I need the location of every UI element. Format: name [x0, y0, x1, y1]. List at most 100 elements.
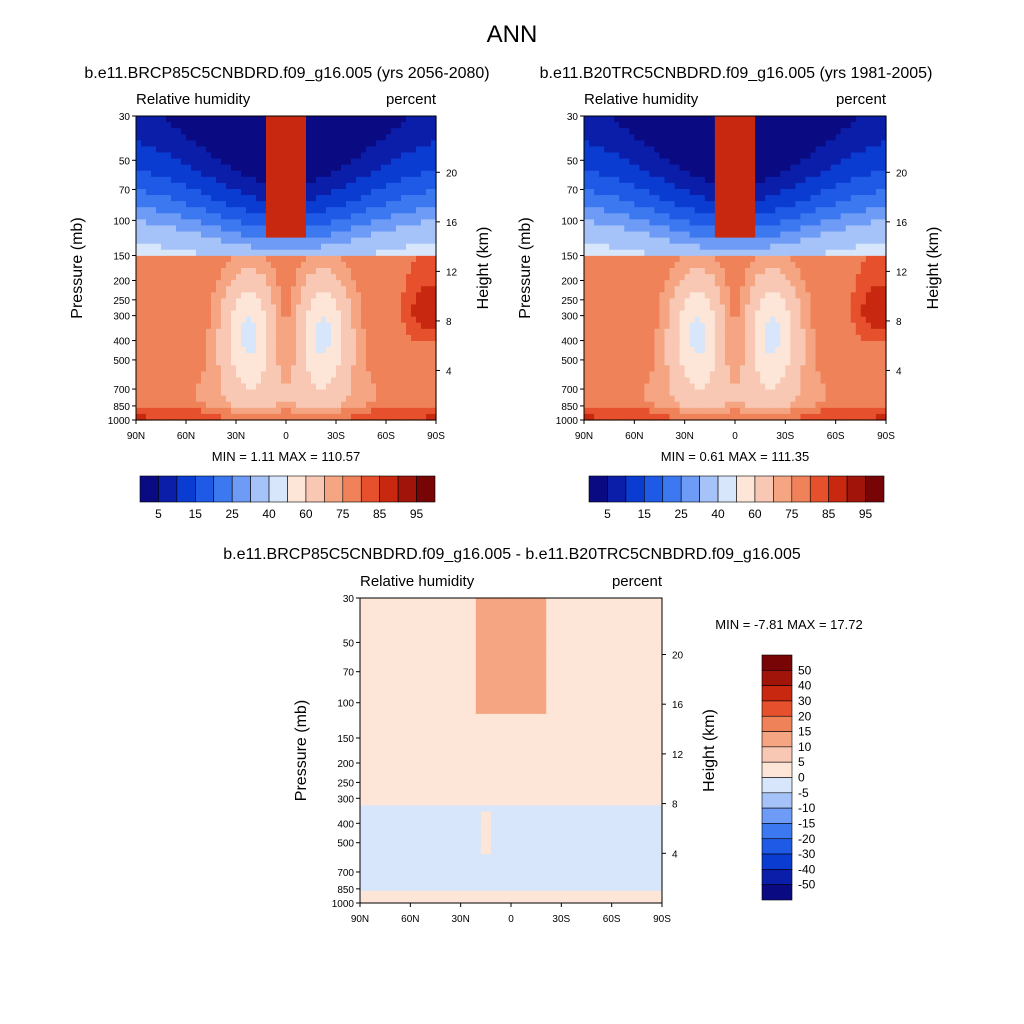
contour-cell — [236, 152, 242, 160]
colorbar-swatch — [416, 475, 436, 503]
contour-cell — [421, 347, 427, 354]
contour-cell — [281, 237, 287, 245]
contour-cell — [181, 225, 187, 233]
contour-cell — [226, 328, 232, 336]
contour-cell — [251, 292, 257, 299]
contour-cell — [421, 395, 427, 403]
contour-cell — [171, 182, 177, 190]
contour-cell — [216, 347, 222, 354]
contour-cell — [351, 286, 357, 293]
contour-cell — [296, 401, 302, 409]
contour-cell — [206, 255, 212, 263]
contour-cell — [391, 201, 397, 208]
contour-cell — [161, 237, 167, 245]
contour-cell — [141, 292, 147, 299]
contour-cell — [411, 128, 417, 135]
contour-cell — [669, 286, 676, 293]
contour-cell — [426, 359, 432, 366]
contour-cell — [624, 274, 630, 281]
contour-cell — [171, 365, 177, 372]
contour-cell — [191, 395, 197, 403]
contour-cell — [146, 328, 152, 336]
contour-cell — [724, 322, 731, 330]
contour-cell — [201, 401, 207, 409]
contour-cell — [351, 359, 357, 366]
contour-cell — [619, 231, 625, 239]
contour-cell — [594, 310, 600, 318]
contour-cell — [421, 280, 427, 287]
contour-cell — [669, 158, 676, 166]
contour-cell — [411, 377, 417, 385]
contour-cell — [371, 328, 377, 336]
contour-cell — [719, 377, 726, 385]
contour-cell — [719, 261, 726, 269]
contour-cell — [286, 225, 292, 233]
contour-cell — [171, 243, 177, 251]
contour-cell — [396, 310, 402, 318]
contour-cell — [351, 158, 357, 166]
contour-cell — [146, 237, 152, 245]
contour-cell — [226, 170, 232, 178]
contour-cell — [594, 219, 600, 227]
contour-cell — [261, 298, 267, 306]
contour-cell — [311, 383, 317, 391]
contour-cell — [719, 401, 726, 409]
contour-cell — [256, 255, 262, 263]
contour-cell — [376, 401, 382, 409]
contour-cell — [644, 140, 651, 147]
contour-cell — [614, 164, 620, 172]
contour-cell — [211, 383, 217, 391]
contour-cell — [236, 225, 242, 233]
contour-cell — [770, 347, 776, 354]
contour-cell — [196, 201, 202, 208]
contour-cell — [296, 365, 302, 372]
contour-cell — [729, 359, 736, 366]
contour-cell — [186, 164, 192, 172]
contour-cell — [624, 371, 630, 379]
contour-cell — [770, 176, 776, 184]
contour-cell — [649, 413, 656, 421]
contour-cell — [366, 128, 372, 135]
contour-cell — [604, 322, 610, 330]
contour-cell — [186, 298, 192, 306]
contour-cell — [321, 359, 327, 366]
contour-cell — [724, 128, 731, 135]
contour-cell — [589, 170, 595, 178]
contour-cell — [609, 365, 615, 372]
contour-cell — [166, 213, 172, 220]
contour-cell — [724, 371, 731, 379]
contour-cell — [301, 255, 307, 263]
contour-cell — [311, 292, 317, 299]
contour-cell — [719, 188, 726, 196]
contour-cell — [281, 116, 287, 123]
contour-cell — [704, 170, 711, 178]
contour-cell — [166, 219, 172, 227]
contour-cell — [291, 152, 297, 160]
contour-cell — [246, 170, 252, 178]
contour-cell — [740, 359, 746, 366]
contour-cell — [689, 231, 696, 239]
contour-cell — [719, 413, 726, 421]
contour-cell — [765, 201, 771, 208]
contour-cell — [740, 347, 746, 354]
contour-cell — [186, 146, 192, 154]
contour-cell — [740, 219, 746, 227]
contour-cell — [371, 152, 377, 160]
contour-cell — [346, 304, 352, 312]
contour-cell — [231, 377, 237, 385]
contour-cell — [735, 310, 741, 318]
contour-cell — [231, 413, 237, 421]
contour-cell — [326, 280, 332, 287]
contour-cell — [236, 322, 242, 330]
contour-cell — [421, 389, 427, 397]
contour-cell — [431, 340, 437, 348]
contour-cell — [181, 389, 187, 397]
contour-cell — [594, 255, 600, 263]
contour-cell — [156, 249, 162, 257]
contour-cell — [191, 128, 197, 135]
contour-cell — [156, 353, 162, 360]
contour-cell — [729, 219, 736, 227]
contour-cell — [604, 146, 610, 154]
contour-cell — [281, 243, 287, 251]
contour-cell — [745, 340, 751, 348]
